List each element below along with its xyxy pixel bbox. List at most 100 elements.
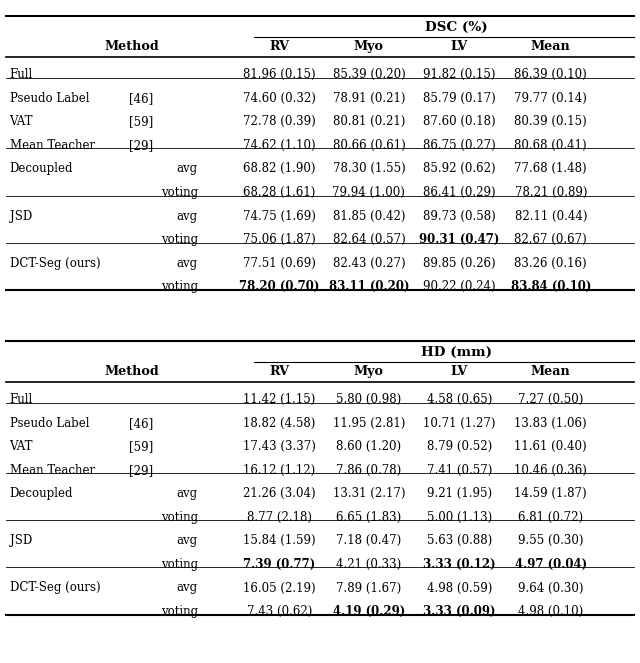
Text: 4.98 (0.10): 4.98 (0.10)	[518, 605, 584, 618]
Text: 4.98 (0.59): 4.98 (0.59)	[426, 581, 492, 595]
Text: 90.22 (0.24): 90.22 (0.24)	[423, 280, 495, 293]
Text: 72.78 (0.39): 72.78 (0.39)	[243, 115, 316, 129]
Text: 13.83 (1.06): 13.83 (1.06)	[515, 416, 587, 430]
Text: [59]: [59]	[129, 115, 153, 129]
Text: 11.61 (0.40): 11.61 (0.40)	[515, 440, 587, 453]
Text: 7.27 (0.50): 7.27 (0.50)	[518, 393, 584, 406]
Text: 21.26 (3.04): 21.26 (3.04)	[243, 487, 316, 501]
Text: Method: Method	[104, 40, 159, 53]
Text: 79.94 (1.00): 79.94 (1.00)	[333, 186, 405, 199]
Text: 8.60 (1.20): 8.60 (1.20)	[337, 440, 401, 453]
Text: 7.18 (0.47): 7.18 (0.47)	[336, 534, 401, 548]
Text: 3.33 (0.09): 3.33 (0.09)	[423, 605, 495, 618]
Text: 83.26 (0.16): 83.26 (0.16)	[515, 257, 587, 270]
Text: avg: avg	[177, 534, 198, 548]
Text: JSD: JSD	[10, 210, 32, 223]
Text: avg: avg	[177, 581, 198, 595]
Text: 77.68 (1.48): 77.68 (1.48)	[515, 162, 587, 176]
Text: 81.96 (0.15): 81.96 (0.15)	[243, 68, 316, 81]
Text: 9.64 (0.30): 9.64 (0.30)	[518, 581, 584, 595]
Text: 7.89 (1.67): 7.89 (1.67)	[336, 581, 401, 595]
Text: 86.75 (0.27): 86.75 (0.27)	[423, 139, 495, 152]
Text: 6.81 (0.72): 6.81 (0.72)	[518, 511, 584, 524]
Text: DCT-Seg (ours): DCT-Seg (ours)	[10, 581, 100, 595]
Text: 78.30 (1.55): 78.30 (1.55)	[333, 162, 405, 176]
Text: 91.82 (0.15): 91.82 (0.15)	[423, 68, 495, 81]
Text: LV: LV	[451, 365, 468, 378]
Text: 68.82 (1.90): 68.82 (1.90)	[243, 162, 316, 176]
Text: Mean: Mean	[531, 365, 571, 378]
Text: 81.85 (0.42): 81.85 (0.42)	[333, 210, 405, 223]
Text: [29]: [29]	[129, 463, 153, 477]
Text: Myo: Myo	[354, 365, 384, 378]
Text: 8.79 (0.52): 8.79 (0.52)	[427, 440, 492, 453]
Text: 14.59 (1.87): 14.59 (1.87)	[515, 487, 587, 501]
Text: Mean Teacher: Mean Teacher	[10, 139, 95, 152]
Text: 7.39 (0.77): 7.39 (0.77)	[243, 558, 316, 571]
Text: 86.41 (0.29): 86.41 (0.29)	[423, 186, 495, 199]
Text: 87.60 (0.18): 87.60 (0.18)	[423, 115, 495, 129]
Text: 9.21 (1.95): 9.21 (1.95)	[427, 487, 492, 501]
Text: 4.21 (0.33): 4.21 (0.33)	[336, 558, 401, 571]
Text: 83.11 (0.20): 83.11 (0.20)	[329, 280, 409, 293]
Text: Myo: Myo	[354, 40, 384, 53]
Text: JSD: JSD	[10, 534, 32, 548]
Text: 9.55 (0.30): 9.55 (0.30)	[518, 534, 584, 548]
Text: [46]: [46]	[129, 416, 153, 430]
Text: 90.31 (0.47): 90.31 (0.47)	[419, 233, 499, 246]
Text: [46]: [46]	[129, 91, 153, 105]
Text: 85.79 (0.17): 85.79 (0.17)	[423, 91, 495, 105]
Text: avg: avg	[177, 487, 198, 501]
Text: 75.06 (1.87): 75.06 (1.87)	[243, 233, 316, 246]
Text: 89.85 (0.26): 89.85 (0.26)	[423, 257, 495, 270]
Text: Mean: Mean	[531, 40, 571, 53]
Text: voting: voting	[161, 558, 198, 571]
Text: 15.84 (1.59): 15.84 (1.59)	[243, 534, 316, 548]
Text: DCT-Seg (ours): DCT-Seg (ours)	[10, 257, 100, 270]
Text: 4.58 (0.65): 4.58 (0.65)	[426, 393, 492, 406]
Text: [59]: [59]	[129, 440, 153, 453]
Text: RV: RV	[269, 40, 289, 53]
Text: 18.82 (4.58): 18.82 (4.58)	[243, 416, 316, 430]
Text: 17.43 (3.37): 17.43 (3.37)	[243, 440, 316, 453]
Text: 80.39 (0.15): 80.39 (0.15)	[515, 115, 587, 129]
Text: 68.28 (1.61): 68.28 (1.61)	[243, 186, 316, 199]
Text: 5.80 (0.98): 5.80 (0.98)	[336, 393, 401, 406]
Text: 4.97 (0.04): 4.97 (0.04)	[515, 558, 587, 571]
Text: 82.11 (0.44): 82.11 (0.44)	[515, 210, 587, 223]
Text: Pseudo Label: Pseudo Label	[10, 91, 89, 105]
Text: 6.65 (1.83): 6.65 (1.83)	[336, 511, 401, 524]
Text: 74.60 (0.32): 74.60 (0.32)	[243, 91, 316, 105]
Text: RV: RV	[269, 365, 289, 378]
Text: 4.19 (0.29): 4.19 (0.29)	[333, 605, 405, 618]
Text: 82.43 (0.27): 82.43 (0.27)	[333, 257, 405, 270]
Text: Method: Method	[104, 365, 159, 378]
Text: voting: voting	[161, 186, 198, 199]
Text: 82.64 (0.57): 82.64 (0.57)	[333, 233, 405, 246]
Text: voting: voting	[161, 605, 198, 618]
Text: Decoupled: Decoupled	[10, 487, 73, 501]
Text: 80.81 (0.21): 80.81 (0.21)	[333, 115, 405, 129]
Text: avg: avg	[177, 257, 198, 270]
Text: 85.39 (0.20): 85.39 (0.20)	[333, 68, 405, 81]
Text: 78.91 (0.21): 78.91 (0.21)	[333, 91, 405, 105]
Text: VAT: VAT	[10, 440, 33, 453]
Text: 78.20 (0.70): 78.20 (0.70)	[239, 280, 319, 293]
Text: 7.43 (0.62): 7.43 (0.62)	[246, 605, 312, 618]
Text: [29]: [29]	[129, 139, 153, 152]
Text: VAT: VAT	[10, 115, 33, 129]
Text: 74.62 (1.10): 74.62 (1.10)	[243, 139, 316, 152]
Text: 86.39 (0.10): 86.39 (0.10)	[515, 68, 587, 81]
Text: avg: avg	[177, 162, 198, 176]
Text: 10.71 (1.27): 10.71 (1.27)	[423, 416, 495, 430]
Text: 5.00 (1.13): 5.00 (1.13)	[427, 511, 492, 524]
Text: Full: Full	[10, 393, 33, 406]
Text: 89.73 (0.58): 89.73 (0.58)	[423, 210, 495, 223]
Text: Full: Full	[10, 68, 33, 81]
Text: 16.12 (1.12): 16.12 (1.12)	[243, 463, 316, 477]
Text: 5.63 (0.88): 5.63 (0.88)	[427, 534, 492, 548]
Text: 13.31 (2.17): 13.31 (2.17)	[333, 487, 405, 501]
Text: 82.67 (0.67): 82.67 (0.67)	[515, 233, 587, 246]
Text: voting: voting	[161, 233, 198, 246]
Text: 11.95 (2.81): 11.95 (2.81)	[333, 416, 405, 430]
